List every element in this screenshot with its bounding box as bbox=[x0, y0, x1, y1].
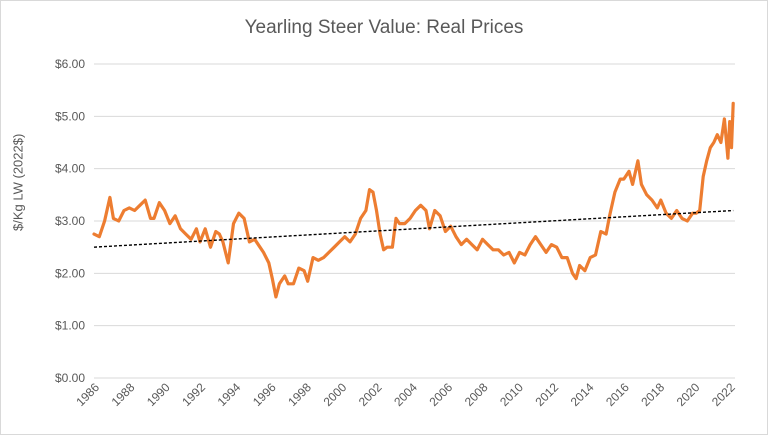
x-tick-label: 1992 bbox=[179, 380, 208, 409]
x-tick-label: 2004 bbox=[391, 380, 420, 409]
y-tick-label: $6.00 bbox=[55, 57, 85, 71]
x-tick-label: 1988 bbox=[109, 380, 138, 409]
x-tick-label: 2000 bbox=[321, 380, 350, 409]
x-tick-label: 2008 bbox=[462, 380, 491, 409]
x-tick-label: 2010 bbox=[497, 380, 526, 409]
trendline bbox=[93, 209, 734, 248]
x-tick-label: 2022 bbox=[709, 380, 738, 409]
x-tick-label: 2002 bbox=[356, 380, 385, 409]
x-tick-label: 2006 bbox=[427, 380, 456, 409]
y-tick-label: $1.00 bbox=[55, 319, 85, 333]
x-tick-label: 1996 bbox=[250, 380, 279, 409]
x-tick-label: 1990 bbox=[144, 380, 173, 409]
chart-title: Yearling Steer Value: Real Prices bbox=[244, 17, 524, 38]
x-tick-label: 2014 bbox=[568, 380, 597, 409]
x-tick-label: 1994 bbox=[215, 380, 244, 409]
y-tick-label: $0.00 bbox=[55, 371, 85, 385]
x-tick-label: 2018 bbox=[638, 380, 667, 409]
series-line bbox=[92, 101, 735, 299]
x-tick-label: 1998 bbox=[285, 380, 314, 409]
x-tick-label: 2012 bbox=[532, 380, 561, 409]
y-tick-label: $4.00 bbox=[55, 162, 85, 176]
y-tick-label: $3.00 bbox=[55, 214, 85, 228]
x-tick-label: 2020 bbox=[674, 380, 703, 409]
y-tick-label: $5.00 bbox=[55, 109, 85, 123]
y-tick-label: $2.00 bbox=[55, 266, 85, 280]
x-tick-label: 2016 bbox=[603, 380, 632, 409]
